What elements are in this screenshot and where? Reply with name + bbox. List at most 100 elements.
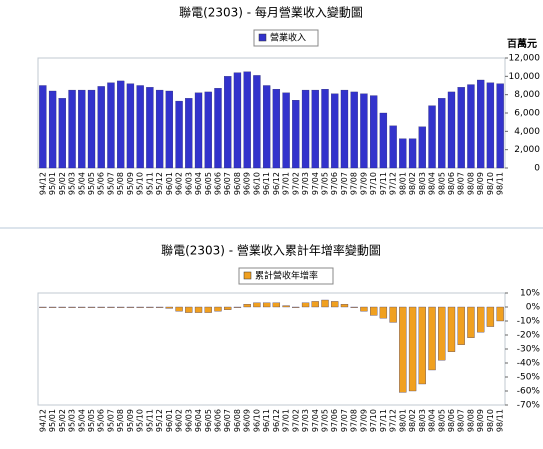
x-tick-label: 96/09: [243, 172, 252, 195]
bar: [175, 306, 183, 312]
bar: [379, 112, 388, 169]
x-tick-label: 95/10: [136, 409, 145, 432]
bar: [331, 93, 339, 169]
bar: [194, 92, 203, 169]
legend-box: [253, 29, 319, 47]
x-tick-label: 95/07: [106, 409, 115, 432]
x-tick-label: 97/03: [301, 172, 310, 195]
x-tick-label: 95/01: [48, 409, 57, 432]
bar: [408, 138, 417, 169]
y-tick-label: 4,000: [514, 127, 540, 137]
y-tick-label: 0%: [526, 303, 541, 313]
bar: [438, 306, 446, 361]
x-tick-label: 96/11: [262, 409, 271, 432]
x-tick-label: 95/08: [116, 409, 125, 432]
bar: [146, 87, 154, 169]
x-tick-label: 98/05: [437, 409, 446, 432]
x-tick-label: 95/12: [155, 172, 164, 195]
x-tick-label: 95/04: [77, 409, 86, 432]
y-tick-label: 2,000: [514, 145, 540, 155]
y-tick-label: -40%: [517, 359, 541, 369]
bar: [282, 92, 290, 169]
x-tick-label: 95/04: [77, 172, 86, 195]
x-tick-label: 98/04: [428, 409, 437, 432]
bar: [292, 100, 300, 169]
x-tick-label: 98/11: [496, 172, 505, 195]
bar: [389, 306, 397, 323]
x-tick-label: 96/06: [213, 409, 222, 432]
y-tick-label: -60%: [517, 387, 541, 397]
x-tick-label: 98/09: [476, 172, 485, 195]
x-tick-label: 97/11: [379, 172, 388, 195]
x-tick-label: 98/07: [457, 409, 466, 432]
bar: [262, 302, 271, 308]
legend-box: [238, 267, 334, 285]
bar: [126, 83, 135, 169]
y-tick-label: -70%: [517, 401, 541, 411]
x-tick-label: 95/05: [87, 409, 96, 432]
bar: [224, 306, 232, 310]
x-tick-label: 98/06: [447, 409, 456, 432]
y-tick-label: 0: [534, 164, 540, 174]
x-tick-label: 97/06: [330, 172, 339, 195]
x-tick-label: 95/05: [87, 172, 96, 195]
bar: [457, 306, 465, 345]
bar: [389, 125, 397, 169]
bar: [399, 138, 407, 169]
bar: [370, 95, 378, 169]
x-tick-label: 95/01: [48, 172, 57, 195]
x-tick-label: 97/04: [311, 172, 320, 195]
bar: [165, 306, 173, 309]
x-tick-label: 96/03: [184, 172, 193, 195]
chart-title: 聯電(2303) - 每月營業收入變動圖: [179, 5, 363, 20]
y-tick-label: 10%: [520, 289, 540, 299]
bar: [117, 80, 125, 169]
legend-swatch: [258, 33, 267, 42]
bar: [39, 85, 47, 169]
y-tick-label: -10%: [517, 317, 541, 327]
x-tick-label: 97/05: [321, 409, 330, 432]
x-tick-label: 95/02: [58, 172, 67, 195]
x-tick-label: 95/02: [58, 409, 67, 432]
plot-area: [37, 57, 506, 169]
bar: [214, 88, 222, 169]
bar: [224, 76, 232, 169]
bar: [58, 98, 66, 169]
x-tick-label: 96/08: [233, 409, 242, 432]
bar: [185, 98, 193, 169]
x-tick-label: 98/09: [476, 409, 485, 432]
bar: [214, 306, 222, 312]
x-tick-label: 97/07: [340, 409, 349, 432]
bar: [253, 302, 261, 308]
bar: [204, 91, 212, 169]
bar: [97, 86, 105, 169]
bar: [311, 89, 319, 169]
x-tick-label: 95/09: [126, 409, 135, 432]
x-tick-label: 96/02: [175, 172, 184, 195]
x-tick-label: 94/12: [38, 409, 47, 432]
bar: [301, 302, 310, 308]
x-tick-label: 97/09: [359, 172, 368, 195]
y-tick-label: -50%: [517, 373, 541, 383]
bar: [48, 306, 57, 308]
x-tick-label: 97/10: [369, 172, 378, 195]
x-tick-label: 96/04: [194, 172, 203, 195]
bar: [262, 85, 271, 169]
y-tick-label: -20%: [517, 331, 541, 341]
bar: [447, 306, 456, 352]
x-tick-label: 96/10: [252, 409, 261, 432]
legend-label: 營業收入: [270, 32, 306, 44]
bar: [78, 306, 86, 308]
x-tick-label: 96/08: [233, 172, 242, 195]
x-tick-label: 95/03: [68, 409, 77, 432]
bar: [428, 105, 436, 169]
x-tick-label: 96/06: [213, 172, 222, 195]
bar: [175, 100, 183, 169]
bar: [272, 302, 281, 308]
bar: [301, 89, 310, 169]
x-tick-label: 97/09: [359, 409, 368, 432]
bar: [282, 305, 290, 308]
x-tick-label: 95/08: [116, 172, 125, 195]
bar: [87, 306, 96, 308]
bar: [438, 98, 446, 169]
